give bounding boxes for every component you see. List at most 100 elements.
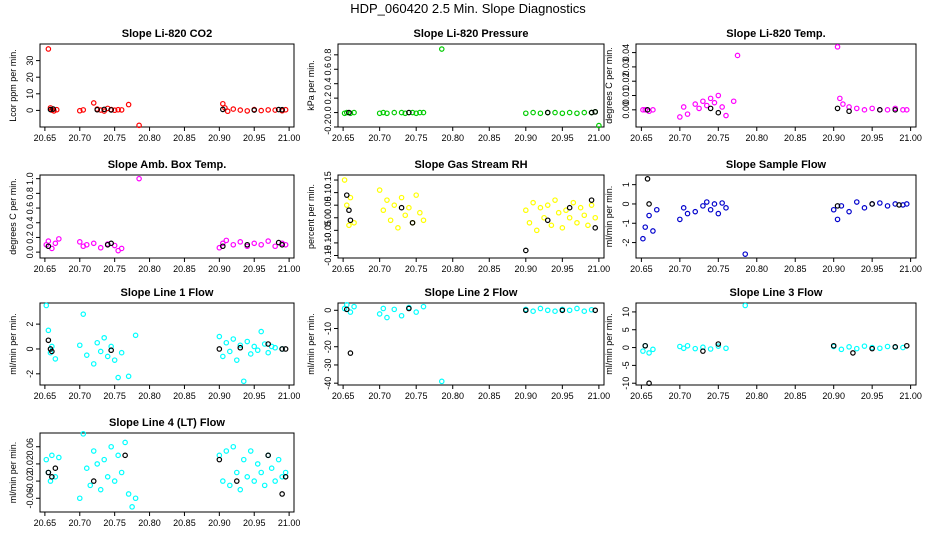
data-point bbox=[220, 478, 226, 484]
plot-frame bbox=[39, 302, 295, 386]
x-tick-label: 20.65 bbox=[332, 264, 355, 274]
y-tick-label: -0.10 bbox=[323, 233, 333, 254]
data-point bbox=[279, 241, 285, 248]
x-tick-label: 20.70 bbox=[69, 264, 92, 274]
data-point bbox=[272, 344, 278, 351]
data-point bbox=[846, 108, 852, 115]
plot-frame bbox=[39, 43, 295, 128]
data-point bbox=[52, 473, 59, 480]
x-tick-label: 20.80 bbox=[138, 264, 161, 274]
data-point bbox=[588, 202, 595, 208]
y-axis-label: Lcor ppm per min. bbox=[8, 49, 18, 122]
data-point bbox=[223, 448, 230, 454]
data-point bbox=[272, 478, 278, 484]
data-point bbox=[398, 109, 405, 116]
y-axis-label: degrees C per min. bbox=[604, 47, 614, 124]
data-point bbox=[680, 205, 687, 211]
data-point bbox=[258, 469, 265, 476]
chart-title: Slope Line 3 Flow bbox=[730, 287, 823, 299]
data-point bbox=[861, 107, 868, 113]
data-point bbox=[43, 456, 50, 463]
data-point bbox=[544, 202, 551, 208]
y-tick-label: -30 bbox=[323, 358, 333, 371]
x-tick-label: 21.00 bbox=[588, 133, 611, 143]
data-point bbox=[346, 222, 352, 229]
data-point bbox=[585, 222, 591, 229]
data-point bbox=[251, 343, 258, 350]
data-point bbox=[251, 478, 258, 484]
data-point bbox=[523, 110, 529, 117]
data-point bbox=[592, 225, 599, 231]
x-tick-label: 20.80 bbox=[138, 518, 161, 528]
y-tick-label: 0 bbox=[621, 345, 631, 350]
data-point bbox=[552, 197, 558, 203]
chart-panel: Slope Sample Flow 20.65 20.70 20.75 20.80 20.… bbox=[604, 159, 922, 274]
data-point bbox=[265, 349, 271, 356]
data-point bbox=[279, 346, 285, 352]
data-point bbox=[76, 107, 83, 114]
data-point bbox=[892, 107, 899, 113]
data-point bbox=[118, 107, 125, 113]
data-point bbox=[903, 201, 910, 207]
y-tick-label: -0.15 bbox=[323, 245, 333, 266]
data-point bbox=[692, 345, 699, 352]
y-axis-label: ml/min per min. bbox=[8, 313, 18, 375]
data-point bbox=[76, 495, 83, 502]
data-point bbox=[530, 199, 536, 206]
data-point bbox=[90, 361, 97, 367]
data-point bbox=[903, 342, 910, 349]
x-tick-label: 20.65 bbox=[34, 518, 57, 528]
y-tick-label: 0.2 bbox=[323, 92, 333, 105]
chart-panel: Slope Line 2 Flow 20.65 20.70 20.75 20.80 20.… bbox=[306, 287, 610, 401]
data-point bbox=[650, 346, 656, 353]
data-point bbox=[132, 495, 139, 502]
x-tick-label: 20.70 bbox=[69, 518, 92, 528]
data-point bbox=[76, 342, 83, 349]
data-point bbox=[398, 204, 405, 211]
data-point bbox=[118, 469, 125, 476]
data-point bbox=[869, 345, 875, 352]
x-tick-label: 20.65 bbox=[34, 391, 57, 401]
data-point bbox=[523, 307, 529, 314]
x-tick-label: 20.75 bbox=[103, 518, 126, 528]
data-point bbox=[76, 239, 83, 245]
data-point bbox=[684, 111, 691, 117]
data-point bbox=[544, 217, 551, 224]
x-tick-label: 20.85 bbox=[173, 391, 196, 401]
data-point bbox=[230, 336, 237, 342]
x-tick-label: 20.95 bbox=[551, 391, 574, 401]
data-point bbox=[343, 306, 350, 313]
data-point bbox=[220, 353, 226, 360]
data-point bbox=[715, 210, 722, 217]
y-tick-label: 0.2 bbox=[25, 231, 35, 244]
data-point bbox=[129, 504, 135, 510]
plot-frame bbox=[635, 43, 917, 128]
data-point bbox=[108, 240, 114, 247]
data-point bbox=[230, 443, 237, 450]
plot-frame bbox=[635, 174, 917, 259]
data-point bbox=[552, 308, 558, 315]
x-tick-label: 20.70 bbox=[368, 133, 391, 143]
data-point bbox=[703, 102, 710, 109]
data-point bbox=[52, 356, 59, 362]
data-point bbox=[380, 207, 387, 214]
data-point bbox=[653, 206, 660, 213]
y-tick-label: 0.8 bbox=[25, 187, 35, 200]
data-point bbox=[566, 109, 573, 116]
data-point bbox=[47, 106, 54, 113]
data-point bbox=[125, 101, 132, 108]
data-point bbox=[97, 107, 104, 113]
data-point bbox=[592, 109, 599, 115]
page-title: HDP_060420 2.5 Min. Slope Diagnostics bbox=[350, 1, 586, 16]
y-tick-label: 0.4 bbox=[323, 77, 333, 90]
plot-frame bbox=[337, 174, 605, 259]
data-point bbox=[347, 194, 354, 201]
y-tick-label: -40 bbox=[323, 377, 333, 390]
data-point bbox=[391, 109, 398, 116]
x-tick-label: 20.95 bbox=[243, 391, 266, 401]
x-tick-label: 20.95 bbox=[551, 133, 574, 143]
x-tick-label: 20.95 bbox=[551, 264, 574, 274]
x-tick-label: 20.75 bbox=[103, 391, 126, 401]
data-point bbox=[644, 176, 651, 182]
data-point bbox=[104, 353, 111, 360]
